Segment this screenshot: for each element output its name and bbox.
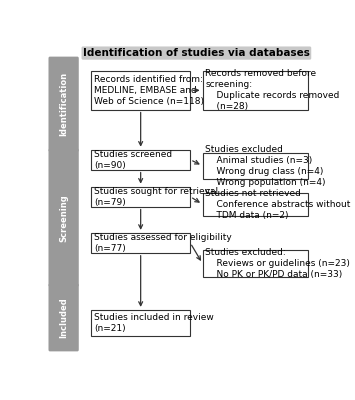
FancyBboxPatch shape (203, 71, 308, 110)
FancyBboxPatch shape (203, 193, 308, 216)
Text: Studies assessed for eligibility
(n=77): Studies assessed for eligibility (n=77) (94, 233, 232, 253)
FancyBboxPatch shape (91, 71, 190, 110)
Text: Identification: Identification (59, 72, 68, 136)
FancyBboxPatch shape (91, 233, 190, 253)
Text: Records removed before
screening:
    Duplicate records removed
    (n=28): Records removed before screening: Duplic… (205, 69, 340, 112)
Text: Studies excluded:
    Reviews or guidelines (n=23)
    No PK or PK/PD data (n=33: Studies excluded: Reviews or guidelines … (205, 248, 350, 279)
Text: Records identified from:
MEDLINE, EMBASE and
Web of Science (n=118): Records identified from: MEDLINE, EMBASE… (94, 75, 204, 106)
FancyBboxPatch shape (49, 149, 79, 287)
FancyBboxPatch shape (49, 284, 79, 351)
FancyBboxPatch shape (91, 150, 190, 170)
Text: Studies sought for retrieval
(n=79): Studies sought for retrieval (n=79) (94, 186, 219, 207)
Text: Studies screened
(n=90): Studies screened (n=90) (94, 150, 173, 170)
Text: Studies not retrieved
    Conference abstracts without
    TDM data (n=2): Studies not retrieved Conference abstrac… (205, 189, 351, 220)
Text: Included: Included (59, 297, 68, 338)
FancyBboxPatch shape (203, 250, 308, 278)
Text: Studies included in review
(n=21): Studies included in review (n=21) (94, 313, 214, 333)
FancyBboxPatch shape (91, 310, 190, 336)
Text: Studies excluded
    Animal studies (n=3)
    Wrong drug class (n=4)
    Wrong p: Studies excluded Animal studies (n=3) Wr… (205, 145, 326, 187)
FancyBboxPatch shape (91, 186, 190, 207)
Text: Screening: Screening (59, 194, 68, 242)
FancyBboxPatch shape (203, 153, 308, 179)
Text: Identification of studies via databases: Identification of studies via databases (83, 48, 310, 58)
FancyBboxPatch shape (82, 46, 311, 60)
FancyBboxPatch shape (49, 57, 79, 152)
